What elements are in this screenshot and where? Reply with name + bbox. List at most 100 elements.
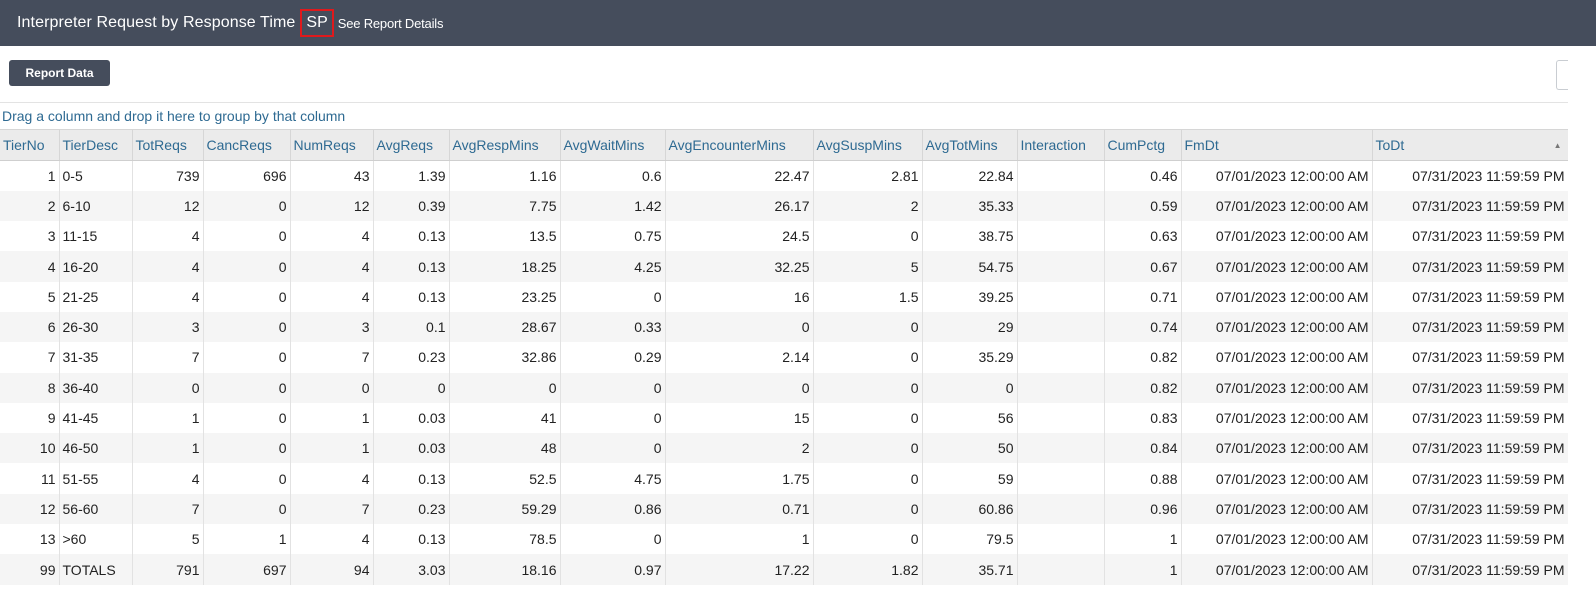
cell-cumpctg: 0.59: [1104, 190, 1182, 222]
report-data-button[interactable]: Report Data: [9, 60, 110, 86]
column-header-avgsuspmins[interactable]: AvgSuspMins: [813, 129, 923, 161]
cell-interaction: [1017, 463, 1105, 494]
table-row[interactable]: 6 26-30 3 0 3 0.1 28.67 0.33 0 0 29 0.74 07/01/2023 …: [0, 311, 1568, 343]
cell-numreqs: 1: [290, 433, 374, 464]
table-row[interactable]: 7 31-35 7 0 7 0.23 32.86 0.29 2.14 0 35.29 0.82 07/0…: [0, 342, 1568, 373]
column-header-todt[interactable]: ToDt ▲: [1372, 129, 1568, 161]
table-row[interactable]: 5 21-25 4 0 4 0.13 23.25 0 16 1.5 39.25 0.71 07/01/2…: [0, 281, 1568, 312]
column-header-avgtotmins[interactable]: AvgTotMins: [922, 129, 1018, 161]
cell-totreqs: 4: [132, 251, 204, 282]
cell-avgreqs: 0.13: [373, 221, 450, 252]
cell-tierdesc: 0-5: [59, 160, 133, 191]
cell-numreqs: 4: [290, 221, 374, 252]
column-header-avgreqs[interactable]: AvgReqs: [373, 129, 450, 161]
group-by-drop-zone[interactable]: Drag a column and drop it here to group …: [0, 102, 1568, 129]
cell-avgencountermins: 2.14: [665, 342, 814, 373]
cell-cumpctg: 1: [1104, 554, 1182, 585]
cell-interaction: [1017, 160, 1105, 191]
cell-avgreqs: 0: [373, 372, 450, 403]
cell-todt: 07/31/2023 11:59:59 PM: [1372, 402, 1568, 434]
cell-avgrespmins: 41: [449, 402, 561, 434]
column-header-numreqs[interactable]: NumReqs: [290, 129, 374, 161]
cell-numreqs: 94: [290, 554, 374, 585]
column-header-label: CancReqs: [206, 137, 272, 153]
cell-fmdt: 07/01/2023 12:00:00 AM: [1181, 342, 1373, 373]
cell-avgreqs: 0.13: [373, 463, 450, 494]
cell-avgreqs: 0.13: [373, 281, 450, 312]
cell-tierdesc: 46-50: [59, 433, 133, 464]
cell-avgsuspmins: 0: [813, 221, 923, 252]
cell-avgreqs: 0.13: [373, 251, 450, 282]
cell-tierdesc: 41-45: [59, 402, 133, 434]
column-header-tierdesc[interactable]: TierDesc: [59, 129, 133, 161]
cell-avgrespmins: 18.25: [449, 251, 561, 282]
table-row[interactable]: 13 >60 5 1 4 0.13 78.5 0 1 0 79.5 1 07/01/2023 12:00…: [0, 524, 1568, 555]
cell-avgtotmins: 56: [922, 402, 1018, 434]
toolbar-right-control[interactable]: [1556, 60, 1568, 90]
cell-todt: 07/31/2023 11:59:59 PM: [1372, 554, 1568, 585]
cell-avgencountermins: 15: [665, 402, 814, 434]
table-row[interactable]: 2 6-10 12 0 12 0.39 7.75 1.42 26.17 2 35.33 0.59 07/…: [0, 190, 1568, 222]
cell-totreqs: 7: [132, 342, 204, 373]
column-header-interaction[interactable]: Interaction: [1017, 129, 1105, 161]
cell-avgrespmins: 28.67: [449, 311, 561, 343]
cell-avgrespmins: 13.5: [449, 221, 561, 252]
cell-avgreqs: 1.39: [373, 160, 450, 191]
cell-avgtotmins: 38.75: [922, 221, 1018, 252]
cell-avgrespmins: 23.25: [449, 281, 561, 312]
cell-interaction: [1017, 402, 1105, 434]
column-header-avgrespmins[interactable]: AvgRespMins: [449, 129, 561, 161]
cell-avgsuspmins: 1.82: [813, 554, 923, 585]
column-header-cancreqs[interactable]: CancReqs: [203, 129, 291, 161]
cell-avgsuspmins: 0: [813, 342, 923, 373]
cell-tierdesc: 11-15: [59, 221, 133, 252]
cell-avgencountermins: 2: [665, 433, 814, 464]
column-header-cumpctg[interactable]: CumPctg: [1104, 129, 1182, 161]
column-header-avgencountermins[interactable]: AvgEncounterMins: [665, 129, 814, 161]
column-header-totreqs[interactable]: TotReqs: [132, 129, 204, 161]
table-row[interactable]: 10 46-50 1 0 1 0.03 48 0 2 0 50 0.84 07/01/2023 12:0…: [0, 433, 1568, 464]
table-row[interactable]: 12 56-60 7 0 7 0.23 59.29 0.86 0.71 0 60.86 0.96 07/…: [0, 493, 1568, 525]
column-header-label: TierDesc: [62, 137, 119, 153]
column-header-tierno[interactable]: TierNo: [0, 129, 60, 161]
cell-avgencountermins: 24.5: [665, 221, 814, 252]
cell-fmdt: 07/01/2023 12:00:00 AM: [1181, 221, 1373, 252]
see-report-details-link[interactable]: See Report Details: [337, 15, 444, 31]
column-header-label: AvgSuspMins: [816, 137, 902, 153]
column-header-label: NumReqs: [293, 137, 356, 153]
table-row[interactable]: 3 11-15 4 0 4 0.13 13.5 0.75 24.5 0 38.75 0.63 07/01…: [0, 221, 1568, 252]
table-row[interactable]: 11 51-55 4 0 4 0.13 52.5 4.75 1.75 0 59 0.88 07/01/2…: [0, 463, 1568, 494]
cell-avgreqs: 0.03: [373, 433, 450, 464]
cell-avgtotmins: 50: [922, 433, 1018, 464]
table-row[interactable]: 4 16-20 4 0 4 0.13 18.25 4.25 32.25 5 54.75 0.67 07/…: [0, 251, 1568, 282]
cell-avgencountermins: 26.17: [665, 190, 814, 222]
table-row[interactable]: 99 TOTALS 791 697 94 3.03 18.16 0.97 17.22 1.82 35…: [0, 554, 1568, 585]
column-header-label: AvgWaitMins: [563, 137, 645, 153]
cell-numreqs: 4: [290, 251, 374, 282]
column-header-fmdt[interactable]: FmDt: [1181, 129, 1373, 161]
cell-cancreqs: 697: [203, 554, 291, 585]
cell-cumpctg: 0.46: [1104, 160, 1182, 191]
cell-numreqs: 4: [290, 524, 374, 555]
table-row[interactable]: 9 41-45 1 0 1 0.03 41 0 15 0 56 0.83 07/01/2023 12:0…: [0, 402, 1568, 434]
cell-avgreqs: 0.39: [373, 190, 450, 222]
report-table: TierNo TierDesc TotReqs CancReqs NumReqs AvgR…: [0, 129, 1568, 585]
cell-fmdt: 07/01/2023 12:00:00 AM: [1181, 281, 1373, 312]
cell-todt: 07/31/2023 11:59:59 PM: [1372, 160, 1568, 191]
column-header-avgwaitmins[interactable]: AvgWaitMins: [560, 129, 666, 161]
table-row[interactable]: 1 0-5 739 696 43 1.39 1.16 0.6 22.47 2.81 22.84 0.4…: [0, 160, 1568, 191]
cell-tierno: 11: [0, 463, 60, 494]
cell-cumpctg: 0.84: [1104, 433, 1182, 464]
cell-avgsuspmins: 0: [813, 372, 923, 403]
cell-cumpctg: 0.67: [1104, 251, 1182, 282]
cell-totreqs: 1: [132, 402, 204, 434]
cell-avgsuspmins: 0: [813, 524, 923, 555]
cell-todt: 07/31/2023 11:59:59 PM: [1372, 493, 1568, 525]
table-row[interactable]: 8 36-40 0 0 0 0 0 0 0 0 0 0.82 07/01/2023 12:00:00 A…: [0, 372, 1568, 403]
cell-tierdesc: 51-55: [59, 463, 133, 494]
vertical-scrollbar-area[interactable]: [1568, 102, 1596, 605]
cell-totreqs: 791: [132, 554, 204, 585]
cell-avgwaitmins: 0.29: [560, 342, 666, 373]
grid-body: 1 0-5 739 696 43 1.39 1.16 0.6 22.47 2.81 22.84 0.4…: [0, 160, 1568, 585]
cell-tierdesc: TOTALS: [59, 554, 133, 585]
